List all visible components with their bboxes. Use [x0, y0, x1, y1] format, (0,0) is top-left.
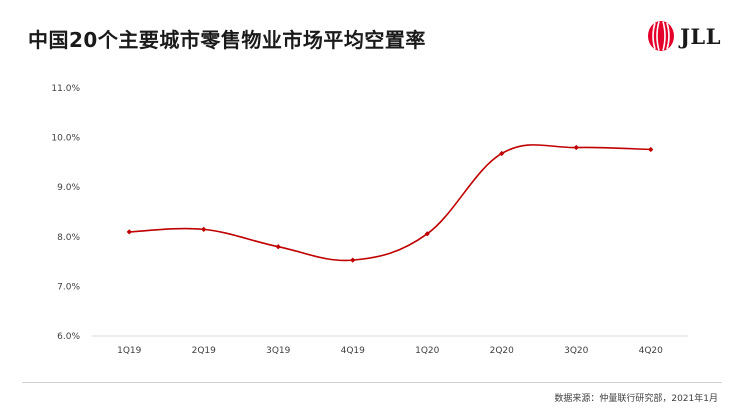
line-chart: 6.0% 7.0% 8.0% 9.0% 10.0% 11.0% 1Q19 2Q19 3Q19 4Q…: [51, 84, 688, 356]
x-tick-label: 3Q19: [266, 346, 291, 356]
jll-logo-icon: [648, 21, 674, 51]
y-tick-label: 8.0%: [57, 233, 80, 243]
series-line: [129, 144, 651, 262]
y-tick-label: 7.0%: [57, 282, 80, 292]
y-tick-label: 11.0%: [51, 84, 80, 94]
chart-title: 中国20个主要城市零售物业市场平均空置率: [28, 28, 426, 52]
data-point: [126, 229, 132, 235]
data-point: [201, 226, 207, 232]
jll-logo: JLL: [646, 20, 721, 52]
x-tick-label: 2Q20: [490, 346, 515, 356]
x-tick-label: 4Q19: [341, 346, 366, 356]
data-point: [350, 257, 356, 263]
data-point: [648, 146, 654, 153]
data-point: [573, 144, 579, 151]
y-tick-label: 9.0%: [57, 183, 80, 193]
footer-divider: [22, 382, 722, 383]
x-tick-label: 1Q20: [415, 346, 440, 356]
data-point: [499, 150, 505, 157]
x-tick-label: 3Q20: [564, 346, 589, 356]
data-point: [275, 244, 281, 250]
source-note: 数据来源：仲量联行研究部，2021年1月: [554, 394, 718, 404]
y-tick-label: 10.0%: [51, 134, 80, 144]
x-tick-label: 4Q20: [639, 346, 664, 356]
jll-logo-text: JLL: [680, 23, 721, 49]
x-tick-label: 1Q19: [117, 346, 142, 356]
data-point: [424, 231, 430, 237]
y-tick-label: 6.0%: [57, 332, 80, 342]
x-tick-label: 2Q19: [192, 346, 217, 356]
